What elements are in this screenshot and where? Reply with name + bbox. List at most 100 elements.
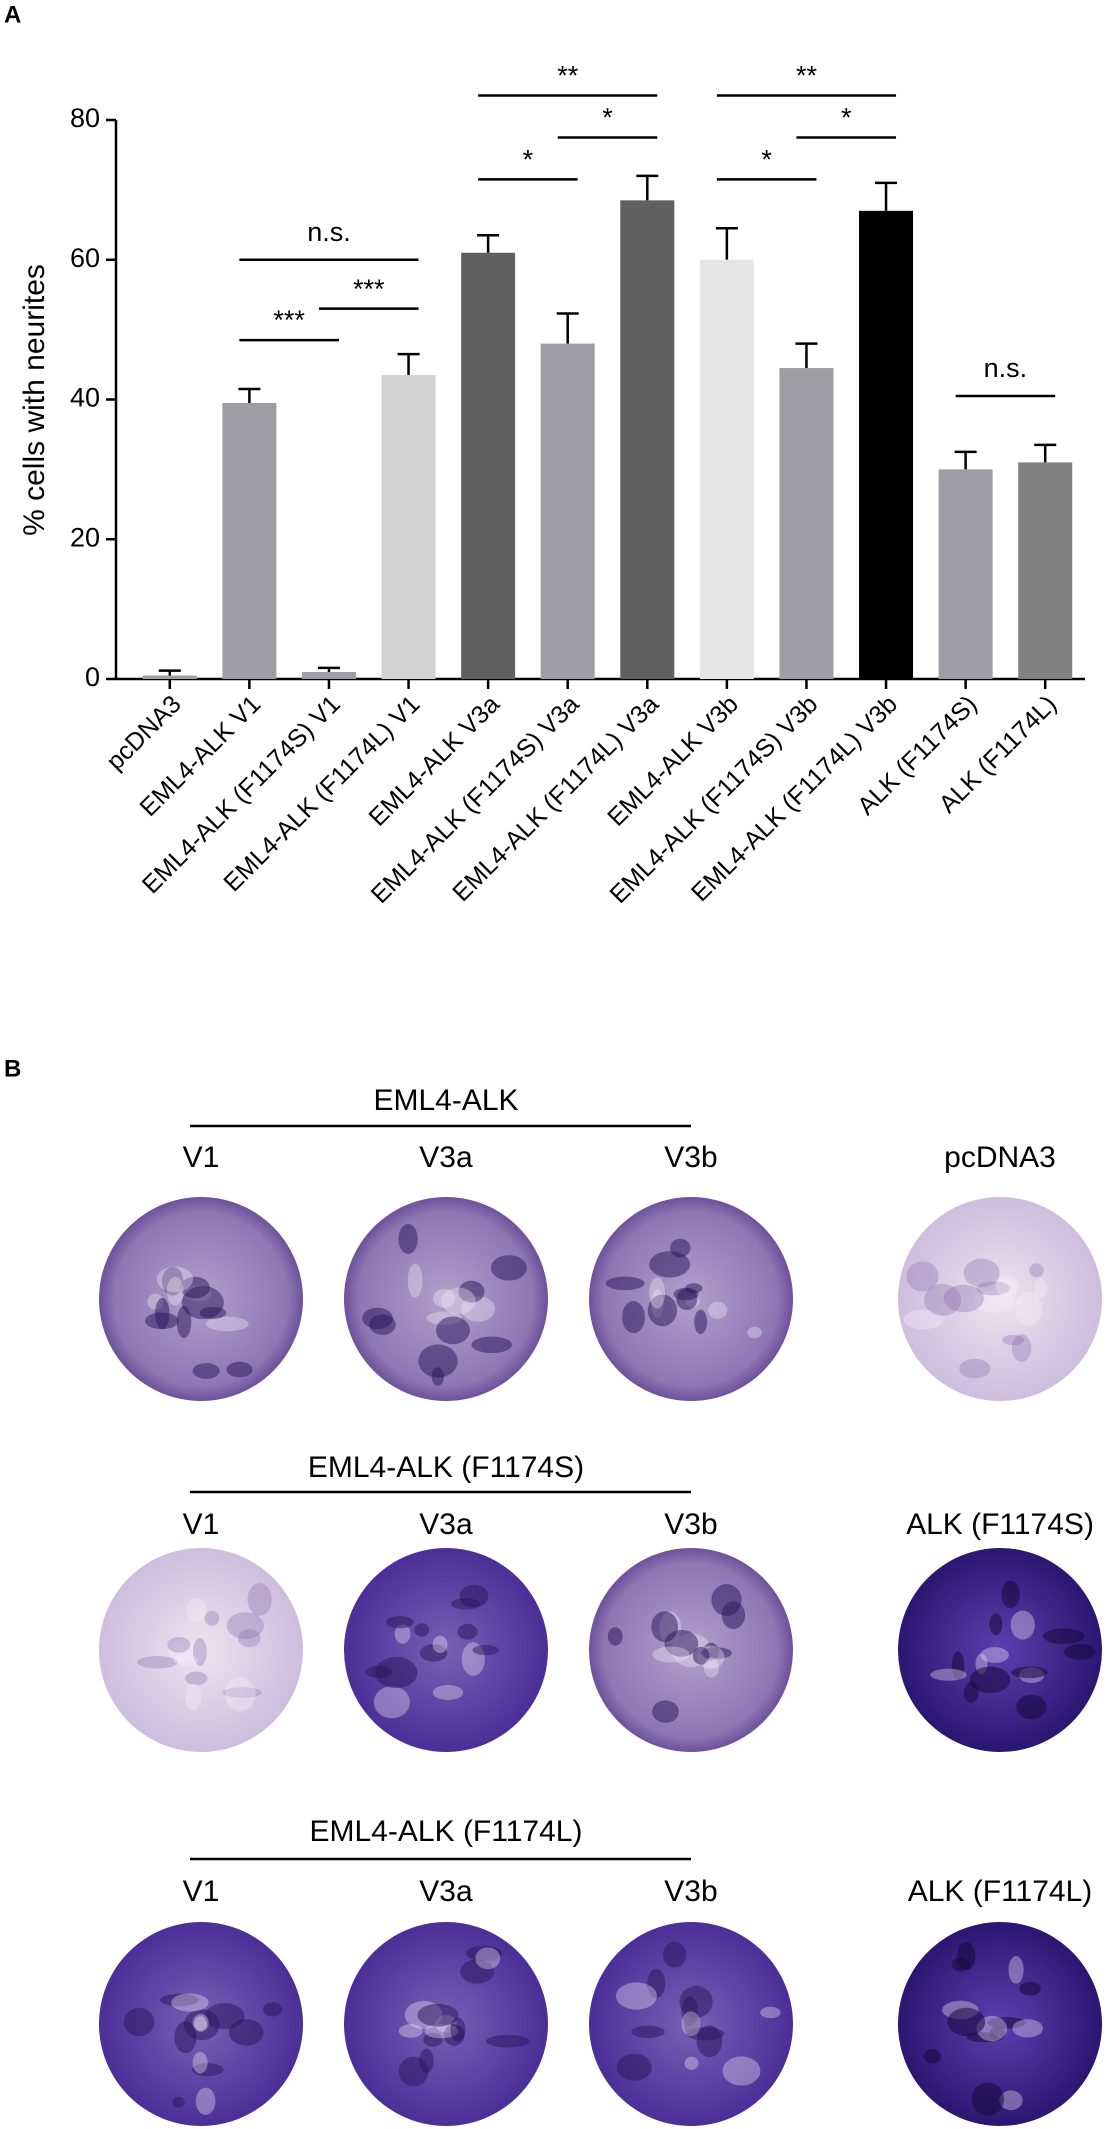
significance-label: *** (273, 305, 305, 335)
column-label: V3b (664, 1875, 717, 1908)
group-title: EML4-ALK (F1174S) (308, 1451, 584, 1484)
stain (631, 2025, 665, 2038)
stain (471, 1336, 513, 1353)
stain (1011, 1666, 1048, 1679)
stain (222, 1687, 263, 1698)
stain (199, 1306, 227, 1319)
stain (1002, 1334, 1025, 1346)
stain (616, 2053, 652, 2081)
column-label: V3a (419, 1875, 473, 1908)
y-tick-label: 40 (70, 383, 100, 413)
bar (461, 252, 516, 679)
stain (652, 1700, 679, 1723)
stain (1012, 2019, 1044, 2038)
stain (1016, 1694, 1047, 1720)
stain (924, 1283, 962, 1316)
stain (173, 1654, 199, 1666)
stain (959, 1358, 991, 1379)
stain (237, 1629, 261, 1648)
stain (760, 2006, 781, 2019)
stain (194, 2016, 207, 2031)
stain (432, 1289, 456, 1308)
column-label: V1 (183, 1875, 220, 1908)
column-label: V3b (664, 1141, 717, 1174)
well-image (344, 1922, 548, 2126)
stain (995, 1276, 1019, 1297)
bar (620, 200, 675, 679)
well-image (589, 1197, 793, 1401)
stain (460, 1959, 495, 1984)
stain (394, 1624, 411, 1644)
group-title: EML4-ALK (F1174L) (310, 1815, 583, 1848)
well-image (99, 1197, 303, 1401)
stain (385, 1616, 414, 1629)
stain (989, 1613, 1003, 1636)
bar (222, 402, 277, 679)
stain (431, 1367, 444, 1386)
significance-label: n.s. (984, 353, 1028, 383)
stain (418, 1344, 458, 1378)
well-image (99, 1548, 303, 1752)
stain (204, 2003, 245, 2030)
stain (971, 2082, 1005, 2116)
stain (980, 1647, 1009, 1663)
stain (969, 1666, 1011, 1694)
stain (649, 1277, 666, 1309)
stain (167, 1636, 191, 1653)
stain (457, 1623, 478, 1640)
stain (424, 2024, 459, 2039)
significance-label: * (602, 103, 613, 133)
stain (451, 1598, 481, 1610)
stain (943, 1284, 984, 1313)
stain (191, 2063, 224, 2077)
significance-label: * (761, 145, 772, 175)
stain (192, 2013, 209, 2032)
bar (540, 343, 595, 679)
stain (906, 1261, 939, 1292)
stain (192, 1638, 207, 1666)
stain (696, 2025, 723, 2058)
significance-label: ** (557, 61, 579, 91)
stain (156, 1266, 193, 1293)
stain (224, 1677, 256, 1711)
stain (615, 1982, 657, 2010)
stain (185, 1671, 208, 1686)
stain (374, 1657, 418, 1689)
stain (432, 1635, 448, 1654)
stain (1019, 1981, 1041, 1996)
stain (663, 1941, 687, 1968)
stain (436, 1316, 470, 1345)
stain (673, 1287, 699, 1301)
stain (1034, 1278, 1048, 1299)
stain (398, 1224, 418, 1254)
stain (226, 1361, 253, 1378)
bar (142, 675, 197, 679)
well (898, 1197, 1102, 1401)
stain (1042, 1628, 1085, 1644)
stain (747, 1326, 762, 1339)
well-image (898, 1197, 1102, 1401)
stain (472, 1644, 500, 1656)
bar (381, 375, 436, 679)
stain (708, 1301, 728, 1319)
stain (475, 1947, 501, 1970)
stain (722, 2056, 761, 2086)
column-label: V3b (664, 1508, 717, 1541)
stain (465, 1945, 503, 1961)
stain (930, 1668, 967, 1681)
stain (1001, 1580, 1020, 1609)
stain (963, 1682, 979, 1703)
column-label: V3a (419, 1141, 473, 1174)
stain (176, 1305, 192, 1339)
stain (607, 1627, 623, 1646)
stain (692, 1646, 710, 1665)
well-image (344, 1548, 548, 1752)
stain (450, 2017, 466, 2042)
significance-label: *** (353, 274, 385, 304)
stain (703, 1657, 719, 1678)
stain (441, 1287, 476, 1315)
stain (681, 1996, 698, 2026)
well (99, 1548, 303, 1752)
bar (699, 259, 754, 679)
